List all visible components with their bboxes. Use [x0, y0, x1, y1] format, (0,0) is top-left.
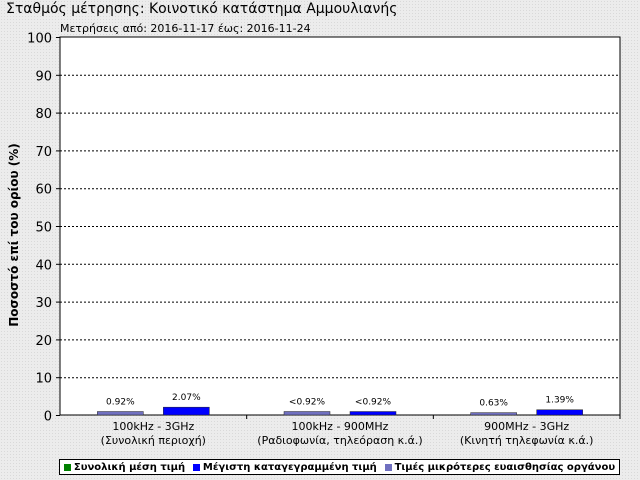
- legend-item-mean: Συνολική μέση τιμή: [63, 461, 186, 473]
- y-tick-label: 30: [35, 296, 52, 311]
- y-tick-label: 10: [35, 372, 52, 387]
- y-tick-label: 90: [35, 69, 52, 84]
- data-label: 0.63%: [479, 399, 508, 409]
- data-label: <0.92%: [355, 398, 392, 408]
- legend-item-max: Μέγιστη καταγεγραμμένη τιμή: [192, 461, 377, 473]
- y-axis-label: Ποσοστό επί του ορίου (%): [7, 143, 21, 327]
- chart-title: Σταθμός μέτρησης: Κοινοτικό κατάστημα Αμ…: [6, 1, 398, 17]
- legend-label-max: Μέγιστη καταγεγραμμένη τιμή: [202, 461, 377, 473]
- x-tick-label: 900MHz - 3GHz: [484, 420, 569, 433]
- x-tick-label: (Κινητή τηλεφωνία κ.ά.): [460, 434, 594, 447]
- legend-label-mean: Συνολική μέση τιμή: [73, 461, 186, 473]
- y-tick-label: 80: [35, 107, 52, 122]
- legend-label-below-sensitivity: Τιμές μικρότερες ευαισθησίας οργάνου: [394, 461, 616, 473]
- y-tick-label: 100: [27, 32, 52, 47]
- bar: [163, 406, 210, 416]
- x-tick-label: (Ραδιοφωνία, τηλεόραση κ.ά.): [257, 434, 422, 447]
- legend-swatch-max: [192, 463, 200, 471]
- chart-subtitle: Μετρήσεις από: 2016-11-17 έως: 2016-11-2…: [60, 22, 311, 35]
- y-tick-label: 40: [35, 258, 52, 273]
- data-label: <0.92%: [289, 398, 326, 408]
- bar: [536, 409, 583, 416]
- y-tick-label: 50: [35, 221, 52, 236]
- legend-item-below-sensitivity: Τιμές μικρότερες ευαισθησίας οργάνου: [384, 461, 616, 473]
- bar: [349, 411, 397, 416]
- y-tick-label: 70: [35, 145, 52, 160]
- bar: [470, 412, 517, 416]
- x-tick-label: 100kHz - 3GHz: [112, 420, 194, 433]
- bar: [97, 411, 144, 416]
- bar: [283, 411, 331, 416]
- y-tick-label: 20: [35, 334, 52, 349]
- data-label: 1.39%: [545, 396, 574, 406]
- legend-swatch-below-sensitivity: [384, 463, 392, 471]
- data-label: 2.07%: [172, 393, 201, 403]
- chart-legend: Συνολική μέση τιμή Μέγιστη καταγεγραμμέν…: [59, 459, 620, 475]
- x-tick-label: 100kHz - 900MHz: [292, 420, 389, 433]
- data-label: 0.92%: [106, 398, 135, 408]
- y-tick-label: 0: [44, 410, 52, 425]
- x-tick-label: (Συνολική περιοχή): [101, 434, 206, 447]
- legend-swatch-mean: [63, 463, 71, 471]
- y-tick-label: 60: [35, 183, 52, 198]
